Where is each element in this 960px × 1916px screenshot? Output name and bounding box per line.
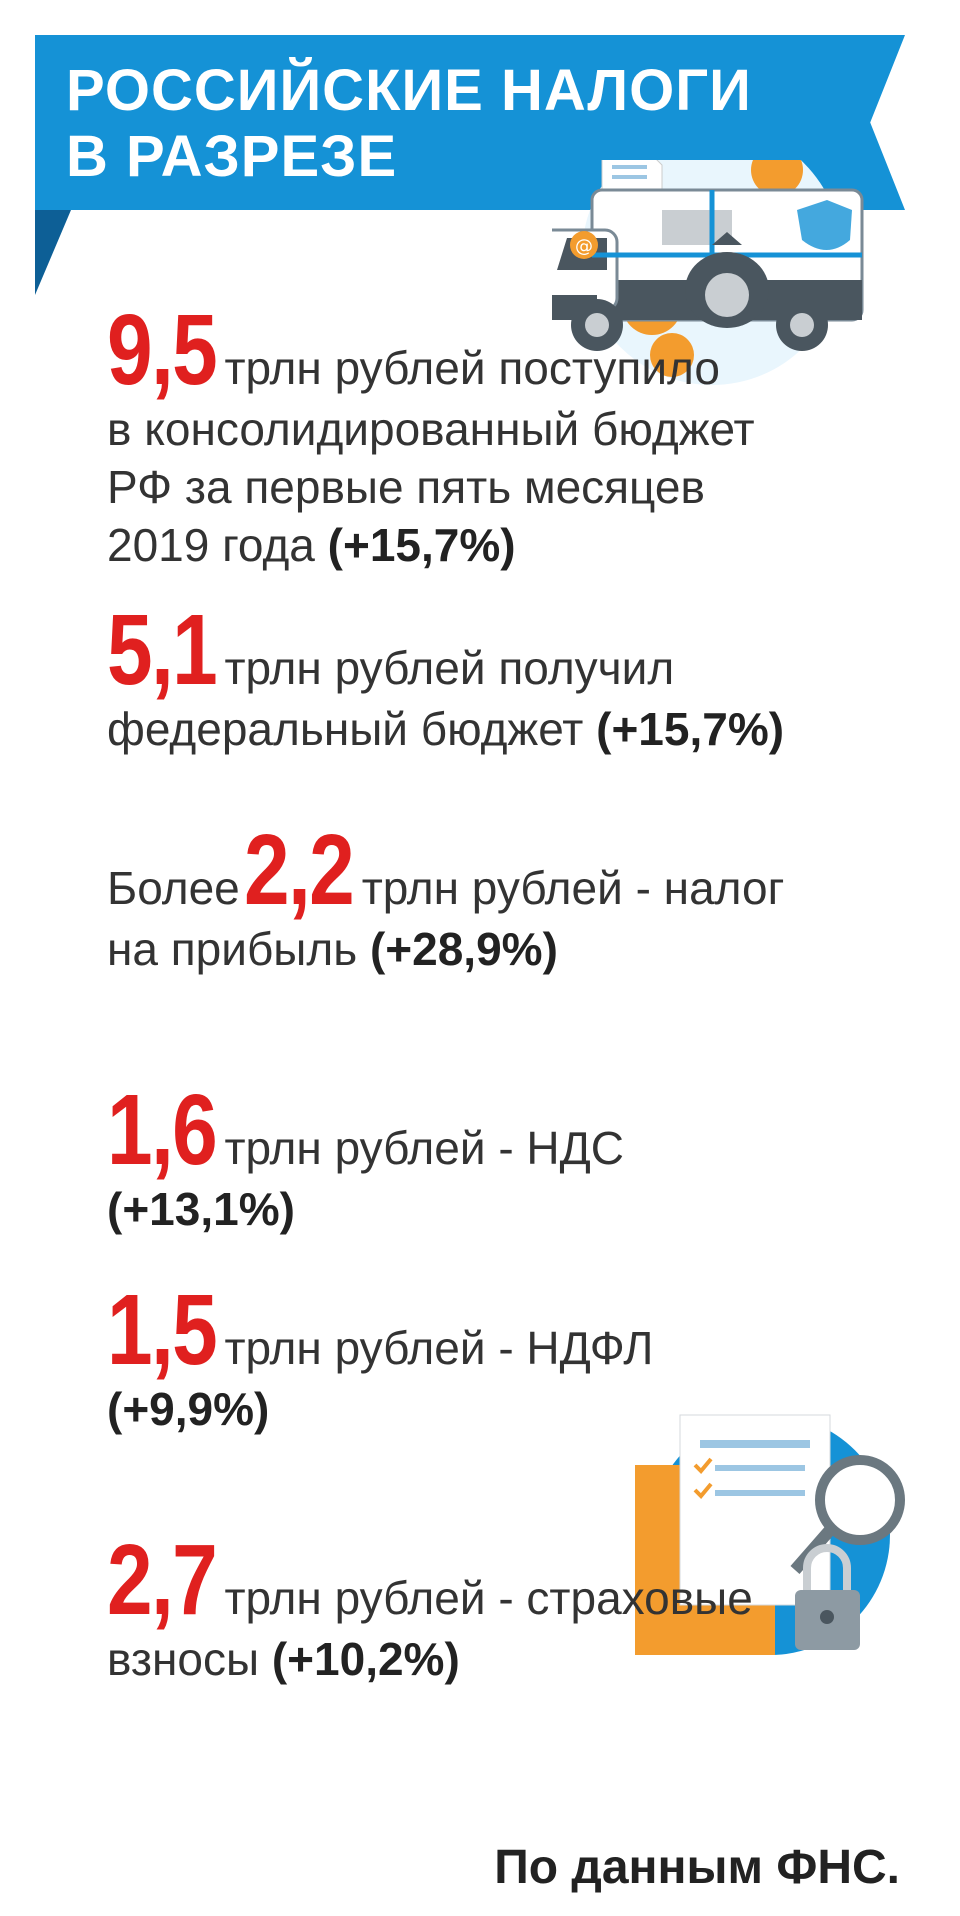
- stat-text-line: взносы: [107, 1633, 260, 1685]
- stat-text: трлн рублей - страховые: [224, 1572, 753, 1624]
- stat-profit-tax: Более 2,2 трлн рублей - налог на прибыль…: [107, 820, 784, 978]
- stat-text: трлн рублей - налог: [361, 862, 785, 914]
- title-line-1: РОССИЙСКИЕ НАЛОГИ: [66, 58, 752, 123]
- stat-text-line: на прибыль: [107, 923, 358, 975]
- page-title: РОССИЙСКИЕ НАЛОГИ В РАЗРЕЗЕ: [66, 58, 752, 190]
- stat-text: трлн рублей - НДС: [224, 1122, 625, 1174]
- stat-value: 9,5: [107, 294, 218, 406]
- stat-change: (+28,9%): [369, 923, 558, 975]
- stat-text: трлн рублей - НДФЛ: [224, 1322, 654, 1374]
- stat-change: (+9,9%): [107, 1383, 270, 1435]
- stat-change: (+10,2%): [271, 1633, 460, 1685]
- stat-change: (+15,7%): [327, 519, 516, 571]
- stat-prefix: Более: [107, 862, 240, 914]
- svg-text:@: @: [575, 236, 593, 257]
- banner-fold: [35, 210, 71, 295]
- stat-text: трлн рублей поступило: [224, 342, 720, 394]
- stat-consolidated-budget: 9,5 трлн рублей поступило в консолидиров…: [107, 300, 755, 574]
- stat-value: 2,2: [244, 814, 355, 926]
- stat-value: 2,7: [107, 1524, 218, 1636]
- stat-text-line: 2019 года: [107, 519, 315, 571]
- title-line-2: В РАЗРЕЗЕ: [66, 124, 398, 189]
- stat-text-line: РФ за первые пять месяцев: [107, 461, 705, 513]
- stat-change: (+13,1%): [107, 1183, 295, 1235]
- stat-text: трлн рублей получил: [224, 642, 675, 694]
- stat-value: 5,1: [107, 594, 218, 706]
- stat-text-line: в консолидированный бюджет: [107, 403, 755, 455]
- stat-value: 1,6: [107, 1074, 218, 1186]
- document-magnifier-lock-illustration: [635, 1414, 905, 1655]
- source-note: По данным ФНС.: [494, 1841, 900, 1894]
- stat-change: (+15,7%): [596, 703, 785, 755]
- stat-personal-income-tax: 1,5 трлн рублей - НДФЛ (+9,9%): [107, 1280, 653, 1438]
- stat-text-line: федеральный бюджет: [107, 703, 584, 755]
- stat-value: 1,5: [107, 1274, 218, 1386]
- stat-federal-budget: 5,1 трлн рублей получил федеральный бюдж…: [107, 600, 784, 758]
- tax-van-illustration: @: [552, 160, 864, 385]
- stat-insurance-contributions: 2,7 трлн рублей - страховые взносы (+10,…: [107, 1530, 753, 1688]
- stat-vat: 1,6 трлн рублей - НДС (+13,1%): [107, 1080, 624, 1238]
